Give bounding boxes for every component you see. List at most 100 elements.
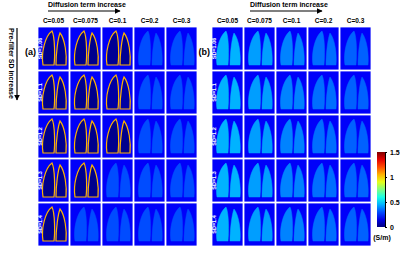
cell-background [276,159,307,202]
cell-background [102,159,133,202]
cell-background [276,115,307,158]
column-label: C=0.2 [141,17,159,24]
cell-background [308,203,339,246]
cell-background [308,27,339,70]
conductivity-map [138,163,162,197]
tick-label: 0.5 [390,199,400,206]
conductivity-map [170,207,194,241]
row-label: SD=1.4 [211,214,217,233]
cell-background [244,159,275,202]
panel-cells [212,27,371,246]
row-label: SD=1.06 [37,38,43,60]
colorbar-tick: 0 [385,224,394,231]
cell-background [276,203,307,246]
tick-mark [385,177,387,178]
conductivity-map [312,119,336,153]
conductivity-map [280,207,304,241]
conductivity-map [74,31,98,65]
cell-background [212,27,243,70]
cell-background [276,27,307,70]
conductivity-map [216,31,240,65]
conductivity-map [344,163,368,197]
conductivity-map [106,119,130,153]
panel-label: (b) [199,47,211,57]
column-label: C=0.1 [283,17,301,24]
cell-background [276,71,307,114]
conductivity-map [138,207,162,241]
conductivity-map [280,75,304,109]
cell-background [102,203,133,246]
conductivity-map [42,75,66,109]
cell-background [38,115,69,158]
y-title: Pre-filter SD increase [8,28,15,99]
conductivity-map [42,163,66,197]
cell-background [308,159,339,202]
row-label: SD=1.1 [211,83,217,102]
panel-label: (a) [25,47,36,57]
cell-background [134,159,165,202]
cell-background [244,71,275,114]
row-label: SD=1.2 [211,127,217,146]
arrow [16,28,17,100]
cell-background [38,27,69,70]
conductivity-map [74,163,98,197]
cell-background [212,71,243,114]
cell-background [38,71,69,114]
column-label: C=0.1 [109,17,127,24]
x-title: Diffusion term increase [250,1,328,8]
conductivity-map [138,75,162,109]
row-label: SD=1.06 [211,38,217,60]
conductivity-map [42,31,66,65]
column-label: C=0.05 [217,17,239,24]
cell-background [134,203,165,246]
cell-background [70,159,101,202]
cell-background [340,203,371,246]
conductivity-map [216,119,240,153]
conductivity-map [280,163,304,197]
row-label: SD=1.3 [37,171,43,190]
cell-background [70,203,101,246]
conductivity-map [42,119,66,153]
cell-background [340,27,371,70]
cell-background [166,115,197,158]
conductivity-map [74,75,98,109]
cell-background [70,115,101,158]
column-label: C=0.2 [315,17,333,24]
conductivity-map [106,207,130,241]
tick-mark [385,227,387,228]
cell-background [244,27,275,70]
arrow [250,10,322,11]
cell-background [212,159,243,202]
cell-background [38,203,69,246]
cell-background [340,159,371,202]
tick-label: 1.5 [390,149,400,156]
cell-background [308,71,339,114]
conductivity-map [170,31,194,65]
conductivity-map [74,119,98,153]
colorbar-tick: 1.5 [385,149,400,156]
cell-background [102,115,133,158]
cell-background [244,115,275,158]
tick-mark [385,152,387,153]
conductivity-map [280,31,304,65]
cell-background [212,203,243,246]
conductivity-map [170,163,194,197]
figure: C=0.05C=0.075C=0.1C=0.2C=0.3SD=1.06SD=1.… [0,0,400,253]
conductivity-map [248,119,272,153]
cell-background [212,115,243,158]
column-label: C=0.075 [73,17,98,24]
conductivity-map [170,119,194,153]
x-title: Diffusion term increase [48,1,126,8]
cell-background [70,27,101,70]
conductivity-map [106,163,130,197]
colorbar-tick: 0.5 [385,199,400,206]
cell-background [340,115,371,158]
tick-mark [385,202,387,203]
conductivity-map [216,163,240,197]
conductivity-map [312,207,336,241]
conductivity-map [216,75,240,109]
conductivity-map [344,75,368,109]
conductivity-map [138,31,162,65]
row-label: SD=1.2 [37,127,43,146]
cell-background [134,27,165,70]
